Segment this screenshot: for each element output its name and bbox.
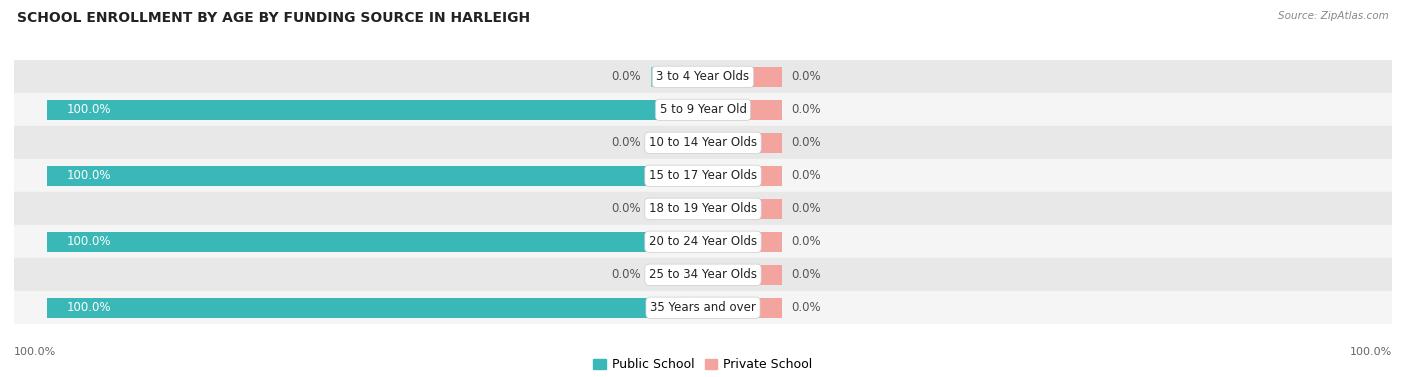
Text: 0.0%: 0.0% xyxy=(792,103,821,116)
Text: 0.0%: 0.0% xyxy=(792,169,821,182)
Text: 100.0%: 100.0% xyxy=(66,169,111,182)
Text: 0.0%: 0.0% xyxy=(792,301,821,314)
Text: 3 to 4 Year Olds: 3 to 4 Year Olds xyxy=(657,70,749,83)
Bar xyxy=(703,265,782,285)
Bar xyxy=(14,225,1392,258)
Bar xyxy=(14,93,1392,126)
Bar xyxy=(651,265,703,285)
Bar xyxy=(14,192,1392,225)
Bar xyxy=(46,231,703,252)
Text: 10 to 14 Year Olds: 10 to 14 Year Olds xyxy=(650,136,756,149)
Text: 0.0%: 0.0% xyxy=(612,70,641,83)
Bar xyxy=(703,100,782,120)
Text: SCHOOL ENROLLMENT BY AGE BY FUNDING SOURCE IN HARLEIGH: SCHOOL ENROLLMENT BY AGE BY FUNDING SOUR… xyxy=(17,11,530,25)
Text: 100.0%: 100.0% xyxy=(66,103,111,116)
Bar xyxy=(14,258,1392,291)
Bar xyxy=(46,166,703,186)
Text: 0.0%: 0.0% xyxy=(792,235,821,248)
Bar xyxy=(651,67,703,87)
Text: 20 to 24 Year Olds: 20 to 24 Year Olds xyxy=(650,235,756,248)
Text: Source: ZipAtlas.com: Source: ZipAtlas.com xyxy=(1278,11,1389,21)
Bar xyxy=(703,133,782,153)
Bar xyxy=(703,297,782,318)
Text: 100.0%: 100.0% xyxy=(1350,347,1392,357)
Text: 25 to 34 Year Olds: 25 to 34 Year Olds xyxy=(650,268,756,281)
Bar xyxy=(703,67,782,87)
Bar xyxy=(46,100,703,120)
Bar xyxy=(14,159,1392,192)
Text: 5 to 9 Year Old: 5 to 9 Year Old xyxy=(659,103,747,116)
Bar xyxy=(651,133,703,153)
Bar xyxy=(14,126,1392,159)
Bar xyxy=(703,231,782,252)
Bar xyxy=(703,199,782,219)
Bar xyxy=(46,297,703,318)
Bar xyxy=(14,60,1392,93)
Text: 0.0%: 0.0% xyxy=(612,136,641,149)
Text: 0.0%: 0.0% xyxy=(612,268,641,281)
Bar xyxy=(703,166,782,186)
Text: 35 Years and over: 35 Years and over xyxy=(650,301,756,314)
Text: 0.0%: 0.0% xyxy=(612,202,641,215)
Text: 0.0%: 0.0% xyxy=(792,202,821,215)
Text: 0.0%: 0.0% xyxy=(792,70,821,83)
Text: 100.0%: 100.0% xyxy=(66,235,111,248)
Text: 0.0%: 0.0% xyxy=(792,268,821,281)
Legend: Public School, Private School: Public School, Private School xyxy=(588,353,818,376)
Text: 18 to 19 Year Olds: 18 to 19 Year Olds xyxy=(650,202,756,215)
Bar xyxy=(651,199,703,219)
Text: 100.0%: 100.0% xyxy=(14,347,56,357)
Text: 15 to 17 Year Olds: 15 to 17 Year Olds xyxy=(650,169,756,182)
Text: 100.0%: 100.0% xyxy=(66,301,111,314)
Text: 0.0%: 0.0% xyxy=(792,136,821,149)
Bar xyxy=(14,291,1392,324)
